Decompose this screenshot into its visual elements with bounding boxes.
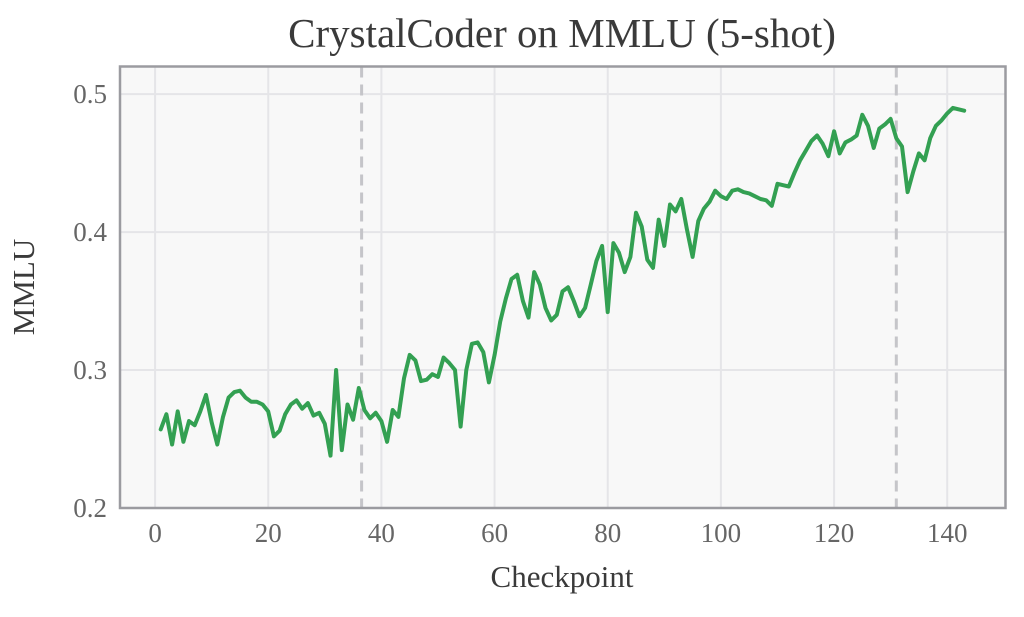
y-axis-label: MMLU (6, 239, 41, 335)
x-tick-label: 0 (148, 518, 162, 548)
x-tick-label: 40 (368, 518, 395, 548)
x-tick-label: 120 (814, 518, 855, 548)
line-layer (158, 105, 967, 458)
y-tick-label: 0.4 (73, 217, 107, 247)
y-tick-label: 0.5 (73, 79, 107, 109)
x-tick-label: 100 (701, 518, 742, 548)
plot-area (120, 66, 1006, 508)
x-tick-label: 80 (594, 518, 621, 548)
y-tick-label: 0.3 (73, 355, 107, 385)
x-axis-label: Checkpoint (491, 559, 634, 594)
x-tick-label: 20 (255, 518, 282, 548)
y-tick-labels: 0.2 0.3 0.4 0.5 (73, 79, 107, 523)
x-tick-label: 140 (927, 518, 968, 548)
y-tick-label: 0.2 (73, 493, 107, 523)
mmlu-line (158, 105, 967, 458)
x-tick-label: 60 (481, 518, 508, 548)
plot-border (118, 65, 1007, 510)
chart-title: CrystalCoder on MMLU (5-shot) (288, 10, 836, 56)
x-tick-labels: 0 20 40 60 80 100 120 140 (148, 518, 967, 548)
